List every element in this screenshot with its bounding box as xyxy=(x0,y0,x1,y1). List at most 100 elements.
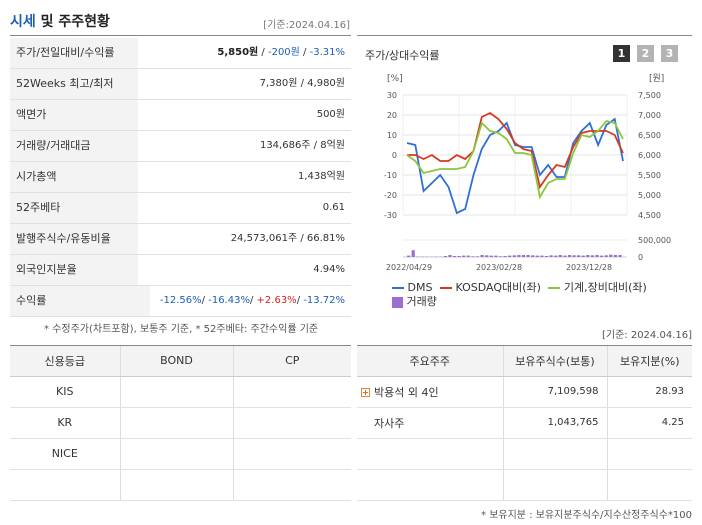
volume-tick-label: 500,000 xyxy=(638,236,671,245)
series-line-2 xyxy=(406,119,624,200)
quote-row: 주가/전일대비/수익률 5,850원 / -200원 / -3.31% xyxy=(10,38,351,69)
shareholder-pct-cell xyxy=(606,438,692,470)
table-row xyxy=(357,438,692,470)
volume-bar xyxy=(466,255,470,257)
quote-row-label: 발행주식수/유동비율 xyxy=(10,224,138,254)
volume-bar xyxy=(453,256,457,257)
chart-title: 주가/상대수익률 xyxy=(365,49,440,62)
credit-col-header: 신용등급 xyxy=(10,346,120,377)
volume-bar xyxy=(471,256,475,257)
page-title: 시세 및 주주현황 xyxy=(10,11,110,31)
y-right-tick-label: 7,000 xyxy=(638,111,661,120)
credit-cell xyxy=(119,469,233,501)
quote-row-label: 거래량/거래대금 xyxy=(10,131,138,161)
credit-rating-table: 신용등급 BOND CP KIS KR NICE xyxy=(10,346,351,501)
page-title-rest: 및 주주현황 xyxy=(35,14,110,30)
shareholder-table: 주요주주 보유주식수(보통) 보유지분(%) + 박용석 외 4인 7,109,598 2… xyxy=(357,346,692,501)
legend-item-kosdaq[interactable]: KOSDAQ대비(좌) xyxy=(439,281,541,294)
volume-bar xyxy=(475,256,480,257)
credit-cell xyxy=(119,376,233,408)
volume-bar xyxy=(494,255,498,257)
quote-row: 52Weeks 최고/최저 7,380원 / 4,980원 xyxy=(10,69,351,100)
volume-bar xyxy=(549,255,553,257)
credit-cell xyxy=(232,376,351,408)
volume-bar xyxy=(512,255,516,257)
quote-row-value: 0.61 xyxy=(323,193,345,223)
y-right-tick-label: 6,500 xyxy=(638,131,661,140)
quote-value-part: -13.72% xyxy=(303,295,345,306)
credit-col-header: CP xyxy=(232,346,351,377)
shareholder-shares-cell xyxy=(502,438,607,470)
y-left-tick-label: -30 xyxy=(384,211,397,220)
shareholder-pct-cell: 28.93 xyxy=(606,376,692,408)
quote-value-part: / xyxy=(258,47,268,58)
quote-value-part: 5,850원 xyxy=(217,47,259,58)
quote-row-value: 500원 xyxy=(317,100,345,130)
quote-value-part: 1,438억원 xyxy=(297,171,345,182)
legend-swatch-dms xyxy=(392,287,404,289)
y-left-tick-label: 0 xyxy=(392,151,397,160)
quote-row-label: 주가/전일대비/수익률 xyxy=(10,38,138,68)
shareholder-shares-cell xyxy=(502,469,607,501)
legend-item-volume[interactable]: 거래량 xyxy=(392,293,437,309)
shareholder-col-header: 주요주주 xyxy=(357,346,503,377)
legend-item-sector[interactable]: 기계,장비대비(좌) xyxy=(548,281,647,294)
quote-row: 거래량/거래대금 134,686주 / 8억원 xyxy=(10,131,351,162)
period-button-3[interactable]: 3 xyxy=(661,45,678,62)
quote-row: 외국인지분율 4.94% xyxy=(10,255,351,286)
credit-cell: KR xyxy=(10,407,120,439)
quote-row: 52주베타 0.61 xyxy=(10,193,351,224)
legend-swatch-volume xyxy=(392,296,403,308)
table-row xyxy=(357,469,692,501)
series-line-0 xyxy=(406,117,624,215)
y-left-tick-label: -10 xyxy=(384,171,397,180)
price-relative-return-chart: [%] [원] 30 20 10 0 -10 -20 -30 7,500 7,000 6,500 6,0… xyxy=(384,73,671,272)
volume-bar xyxy=(567,255,572,257)
quote-note: * 수정주가(차트포함), 보통주 기준, * 52주베타: 주간수익률 기준 xyxy=(44,324,319,335)
volume-bar xyxy=(563,255,567,257)
quote-row: 수익률 -12.56%/ -16.43%/ +2.63%/ -13.72% xyxy=(10,286,351,317)
legend-item-dms[interactable]: DMS xyxy=(392,281,432,294)
y-right-tick-label: 7,500 xyxy=(638,91,661,100)
shareholder-col-header: 보유주식수(보통) xyxy=(502,346,607,377)
quote-value-part: -12.56% xyxy=(159,295,202,306)
volume-bar xyxy=(535,255,539,257)
volume-bar xyxy=(613,255,617,257)
volume-bar xyxy=(577,255,581,257)
quote-row-label: 52주베타 xyxy=(10,193,138,223)
chart-as-of: [기준: 2024.04.16] xyxy=(601,330,692,341)
series-line-1 xyxy=(407,111,624,190)
y-right-tick-label: 5,500 xyxy=(638,171,661,180)
volume-bar xyxy=(595,255,599,257)
volume-bar xyxy=(508,255,512,257)
credit-cell xyxy=(119,407,233,439)
y-right-tick-label: 4,500 xyxy=(638,211,661,220)
volume-bar xyxy=(600,255,604,257)
volume-bar xyxy=(407,255,411,257)
credit-cell xyxy=(232,407,351,439)
table-row: 자사주 1,043,765 4.25 xyxy=(357,407,692,439)
y-left-tick-label: -20 xyxy=(384,191,397,200)
shareholder-name[interactable]: 박용석 외 4인 xyxy=(374,385,439,399)
volume-bar xyxy=(609,254,613,257)
volume-bar xyxy=(544,256,549,257)
period-button-1[interactable]: 1 xyxy=(613,45,630,62)
legend-label: DMS xyxy=(407,281,433,294)
volume-bar xyxy=(448,255,452,257)
volume-bar xyxy=(554,255,558,257)
quote-row-value: 5,850원 / -200원 / -3.31% xyxy=(217,38,345,68)
credit-cell: NICE xyxy=(10,438,120,470)
quote-value-part: 0.61 xyxy=(322,202,345,213)
quote-value-part: -200원 xyxy=(267,47,300,58)
period-button-2[interactable]: 2 xyxy=(637,45,654,62)
volume-bar xyxy=(558,255,562,257)
shareholder-note: * 보유지분 : 보유지분주식수/지수산정주식수*100 xyxy=(481,510,692,521)
y-left-tick-label: 20 xyxy=(387,111,397,120)
credit-cell xyxy=(119,438,233,470)
volume-bar xyxy=(517,255,521,257)
expand-icon[interactable]: + xyxy=(361,388,370,397)
volume-bar xyxy=(485,255,489,257)
quote-value-part: 7,380원 / 4,980원 xyxy=(259,78,345,89)
volume-bar xyxy=(540,255,544,257)
credit-cell: KIS xyxy=(10,376,120,408)
